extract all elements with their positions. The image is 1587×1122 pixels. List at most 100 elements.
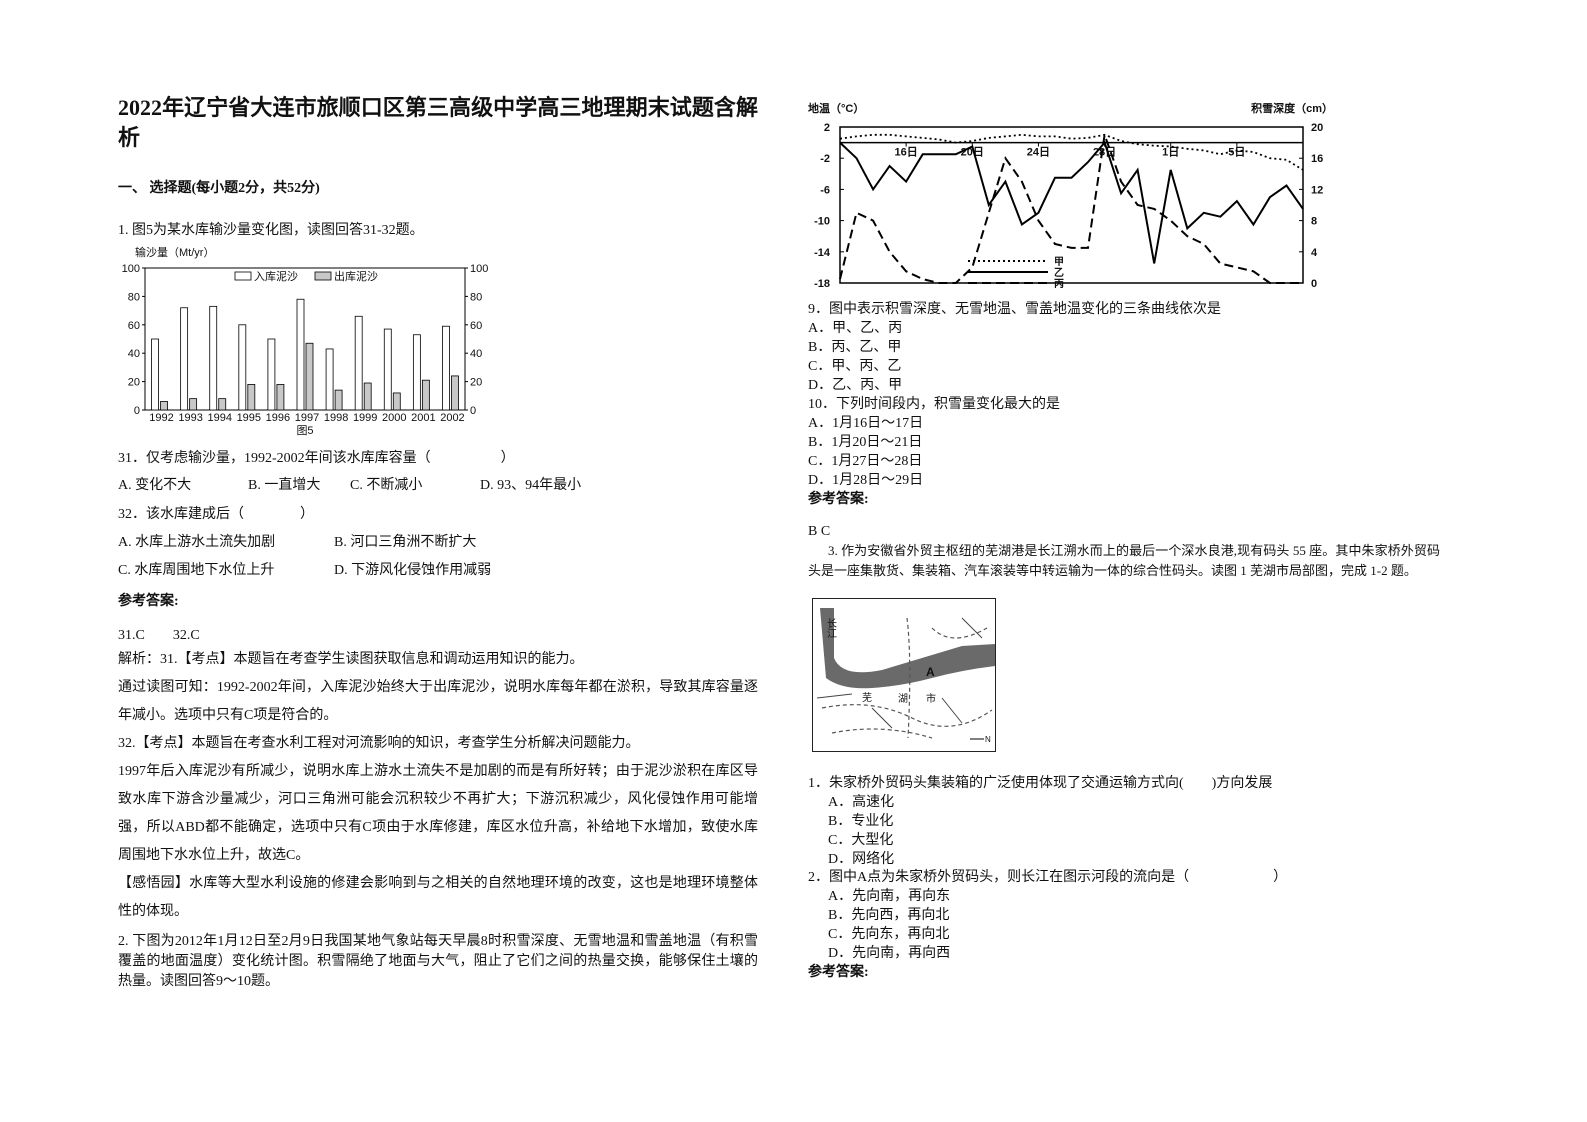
option: A．甲、乙、丙 (808, 321, 903, 336)
legend-label: 丙 (1054, 278, 1064, 290)
map-label: 湖 (898, 693, 908, 705)
x-tick-label: 24日 (1027, 146, 1050, 159)
legend-label: 入库泥沙 (254, 270, 298, 283)
y2-tick-label: 0 (1311, 278, 1317, 290)
y2-tick-label: 16 (1311, 153, 1323, 165)
y-tick-label: -2 (820, 153, 830, 165)
answer-heading: 参考答案: (808, 965, 869, 980)
bar (334, 389, 343, 411)
streets (816, 617, 983, 729)
answer: B C (808, 524, 831, 539)
y-axis-label: 输沙量（Mt/yr） (135, 245, 214, 259)
x-tick-label: 2000 (382, 412, 406, 424)
legend-label: 甲 (1054, 256, 1064, 268)
option: C. 不断减小 (350, 478, 423, 493)
option: B. 河口三角洲不断扩大 (334, 535, 477, 550)
option: D. 下游风化侵蚀作用减弱 (334, 563, 492, 578)
bar (442, 325, 450, 411)
map-label: 市 (926, 692, 936, 705)
option: C. 水库周围地下水位上升 (118, 563, 275, 578)
y-tick-label: -10 (814, 216, 830, 228)
y2-tick-label: 20 (1311, 122, 1323, 134)
map-figure: 长江 A 芜 湖 市 N 图1 (812, 598, 996, 752)
y2-tick-label: 12 (1311, 184, 1323, 196)
analysis: 1997年后入库泥沙有所减少，说明水库上游水土流失不是加剧的而是有所好转；由于泥… (118, 764, 758, 863)
temperature-snow-chart: 地温（°C） 积雪深度（cm） 2 -2 -6 -10 -14 -18 20 16 12 8 4 0 16日… (808, 101, 1333, 290)
question-stem: 2．图中A点为朱家桥外贸码头，则长江在图示河段的流向是（ ） (808, 870, 1288, 885)
y2-tick-label: 4 (1311, 247, 1318, 259)
y-tick-label: 20 (128, 377, 140, 389)
option: C．先向东，再向北 (828, 927, 950, 942)
sediment-chart: 输沙量（Mt/yr） 0 20 40 60 80 100 0 20 40 60 80 100 1992 19… (122, 245, 489, 437)
question-stem: 32．该水库建成后（ ） (118, 507, 314, 522)
bar (305, 342, 314, 411)
x-tick-label: 16日 (895, 146, 918, 159)
bar (363, 382, 372, 411)
x-tick-label: 1日 (1162, 146, 1179, 159)
bar (151, 338, 159, 411)
bar (451, 375, 459, 411)
options: A. 变化不大 B. 一直增大 C. 不断减小 D. 93、94年最小 (118, 474, 718, 494)
river (820, 608, 995, 689)
figure-caption: 图5 (296, 424, 313, 437)
option: B．1月20日～21日 (808, 435, 923, 450)
map-label: 芜 (862, 691, 872, 704)
roads (821, 617, 993, 739)
legend-swatch (314, 271, 332, 281)
question-intro: 2. 下图为2012年1月12日至2月9日我国某地气象站每天早晨8时积雪深度、无… (118, 934, 758, 989)
legend-label: 出库泥沙 (334, 269, 378, 283)
bar (267, 338, 276, 411)
option: A．高速化 (828, 795, 895, 810)
option: B．丙、乙、甲 (808, 340, 902, 355)
option: D．网络化 (828, 852, 895, 867)
plot-frame (839, 126, 1304, 284)
y2-tick-label: 60 (470, 320, 482, 332)
option: D．1月28日～29日 (808, 473, 924, 488)
option: C．大型化 (828, 833, 894, 848)
analysis: 32.【考点】本题旨在考查水利工程对河流影响的知识，考查学生分析解决问题能力。 (118, 736, 640, 751)
legend-label: 乙 (1054, 267, 1064, 279)
y-tick-label: 80 (128, 291, 140, 303)
legend-swatch (234, 271, 252, 281)
y2-tick-label: 100 (470, 263, 488, 275)
question-intro: 3. 作为安徽省外贸主枢纽的芜湖港是长江溯水而上的最后一个深水良港,现有码头 5… (808, 543, 1440, 578)
bar (421, 379, 430, 411)
option: A. 变化不大 (118, 478, 192, 493)
y2-tick-label: 80 (470, 291, 482, 303)
y-tick-label: 0 (134, 405, 140, 417)
bar (189, 398, 198, 411)
x-tick-label: 1998 (324, 412, 348, 424)
option: C．1月27日～28日 (808, 454, 923, 469)
option: B．先向西，再向北 (828, 908, 950, 923)
question-intro: 1. 图5为某水库输沙量变化图，读图回答31-32题。 (118, 223, 424, 238)
y-tick-label: 60 (128, 320, 140, 332)
x-tick-label: 1992 (149, 412, 173, 424)
y-tick-label: -6 (820, 184, 830, 196)
y-tick-label: 2 (824, 122, 830, 134)
bar (247, 384, 256, 411)
y-axis-label: 地温（°C） (808, 101, 864, 115)
answer-heading: 参考答案: (118, 594, 179, 609)
x-tick-label: 1995 (237, 412, 261, 424)
option: B．专业化 (828, 814, 894, 829)
options: C. 水库周围地下水位上升 D. 下游风化侵蚀作用减弱 (118, 559, 718, 579)
question-stem: 31．仅考虑输沙量，1992-2002年间该水库库容量（ ） (118, 451, 515, 466)
y2-axis-label: 积雪深度（cm） (1251, 101, 1333, 115)
y-tick-label: 40 (128, 348, 140, 360)
x-tick-label: 2001 (411, 412, 435, 424)
section-heading: 一、 选择题(每小题2分，共52分) (118, 181, 320, 196)
analysis: 【感悟园】水库等大型水利设施的修建会影响到与之相关的自然地理环境的改变，这也是地… (118, 876, 758, 919)
answer-heading: 参考答案: (808, 492, 869, 507)
bar (325, 348, 334, 411)
map-label: 长江 (825, 618, 837, 638)
bar (160, 401, 168, 411)
option: D．先向南，再向西 (828, 946, 951, 961)
bar (238, 324, 247, 411)
y2-tick-label: 0 (470, 405, 476, 417)
bar (276, 384, 285, 411)
bar (354, 315, 363, 411)
y-tick-label: 100 (122, 263, 140, 275)
bar (412, 334, 421, 411)
y-tick-label: -18 (814, 278, 830, 290)
